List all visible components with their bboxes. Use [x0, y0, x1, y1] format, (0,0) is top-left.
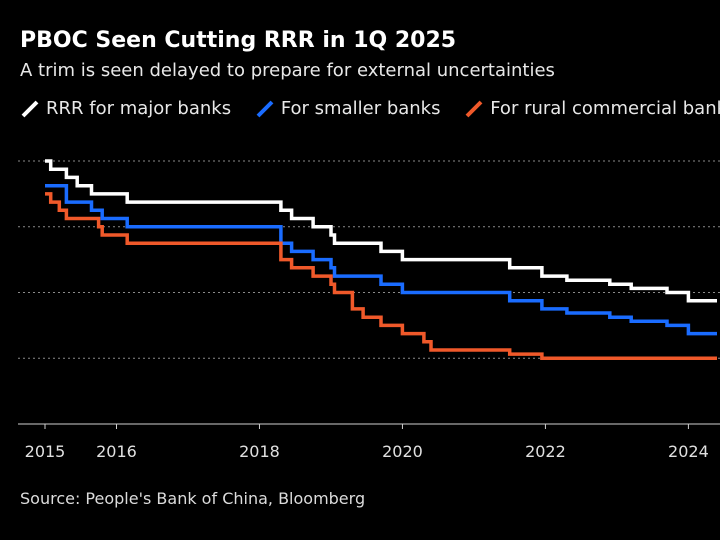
series-lines	[45, 159, 717, 361]
series-line-2	[45, 192, 717, 361]
x-tick-label-2015: 2015	[25, 442, 66, 461]
chart-title: PBOC Seen Cutting RRR in 1Q 2025	[20, 28, 457, 53]
legend-swatch-major-banks	[20, 99, 40, 119]
legend-item-rural-banks: For rural commercial banks	[464, 98, 720, 119]
legend-label-smaller-banks: For smaller banks	[280, 98, 441, 119]
series-line-0	[45, 159, 717, 303]
legend-label-rural-banks: For rural commercial banks	[490, 98, 720, 119]
source-note: Source: People's Bank of China, Bloomber…	[20, 489, 366, 508]
x-axis: 2015 2016 2018 2020 2022 2024	[18, 423, 720, 461]
legend-swatch-smaller-banks-mark	[256, 100, 274, 117]
x-tick-label-2024: 2024	[668, 442, 709, 461]
x-tick-label-2018: 2018	[239, 442, 280, 461]
chart-legend: RRR for major banks For smaller banks Fo…	[20, 98, 720, 124]
series-line-1	[45, 183, 717, 336]
x-tick-label-2022: 2022	[525, 442, 566, 461]
gridlines	[18, 160, 720, 359]
legend-swatch-rural-banks-mark	[465, 100, 483, 117]
legend-swatch-smaller-banks	[255, 99, 275, 119]
legend-swatch-major-banks-mark	[21, 100, 39, 117]
x-tick-label-2020: 2020	[382, 442, 423, 461]
legend-label-major-banks: RRR for major banks	[46, 98, 232, 119]
legend-item-smaller-banks: For smaller banks	[255, 98, 441, 119]
x-tick-label-2016: 2016	[96, 442, 137, 461]
legend-swatch-rural-banks	[464, 99, 484, 119]
legend-item-major-banks: RRR for major banks	[20, 98, 231, 119]
chart-subtitle: A trim is seen delayed to prepare for ex…	[20, 60, 555, 81]
